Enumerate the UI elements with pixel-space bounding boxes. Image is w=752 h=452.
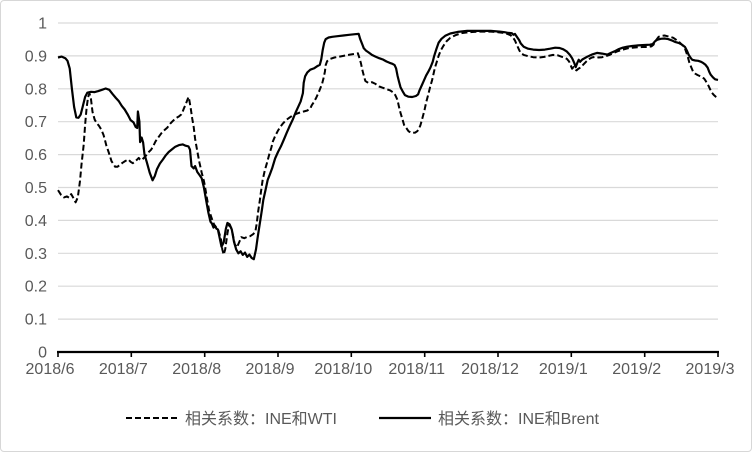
gridlines bbox=[58, 22, 718, 320]
x-axis-tick-label: 2018/12 bbox=[461, 361, 519, 378]
y-axis-tick-label: 0.9 bbox=[25, 48, 47, 65]
x-axis-tick-label: 2018/9 bbox=[246, 361, 295, 378]
y-axis-tick-label: 0 bbox=[38, 345, 47, 362]
x-axis-tick-label: 2018/7 bbox=[99, 361, 148, 378]
x-axis-tick-label: 2019/3 bbox=[686, 361, 735, 378]
series-line-ine-wti bbox=[57, 30, 719, 256]
y-axis-tick-label: 1 bbox=[38, 16, 47, 33]
series-line-ine-brent bbox=[57, 29, 719, 261]
y-axis-tick-label: 0.5 bbox=[25, 180, 47, 197]
series-lines bbox=[57, 29, 719, 261]
y-axis-tick-label: 0.3 bbox=[25, 246, 47, 263]
x-axis-tick-label: 2019/2 bbox=[612, 361, 661, 378]
x-axis-tick-label: 2019/1 bbox=[539, 361, 588, 378]
y-axis-labels: 1 0.9 0.8 0.7 0.6 0.5 0.4 0.3 0.2 0.1 0 bbox=[25, 16, 47, 362]
y-axis-tick-label: 0.4 bbox=[25, 213, 47, 230]
y-axis-tick-label: 0.2 bbox=[25, 279, 47, 296]
x-axis bbox=[57, 350, 719, 357]
x-axis-tick-label: 2018/6 bbox=[26, 361, 75, 378]
x-axis-labels: 2018/6 2018/7 2018/8 2018/9 2018/10 2018/11 20… bbox=[26, 361, 735, 378]
x-axis-tick-label: 2018/8 bbox=[172, 361, 221, 378]
legend-label: 相关系数：INE和Brent bbox=[438, 410, 599, 428]
x-axis-tick-label: 2018/11 bbox=[388, 361, 445, 378]
legend-label: 相关系数：INE和WTI bbox=[185, 410, 337, 428]
y-axis-tick-label: 0.1 bbox=[25, 312, 47, 329]
x-axis-tick-label: 2018/10 bbox=[314, 361, 372, 378]
legend: 相关系数：INE和WTI 相关系数：INE和Brent bbox=[126, 410, 599, 428]
y-axis-tick-label: 0.8 bbox=[25, 81, 47, 98]
y-axis-tick-label: 0.7 bbox=[25, 114, 47, 131]
y-axis-tick-label: 0.6 bbox=[25, 147, 47, 164]
